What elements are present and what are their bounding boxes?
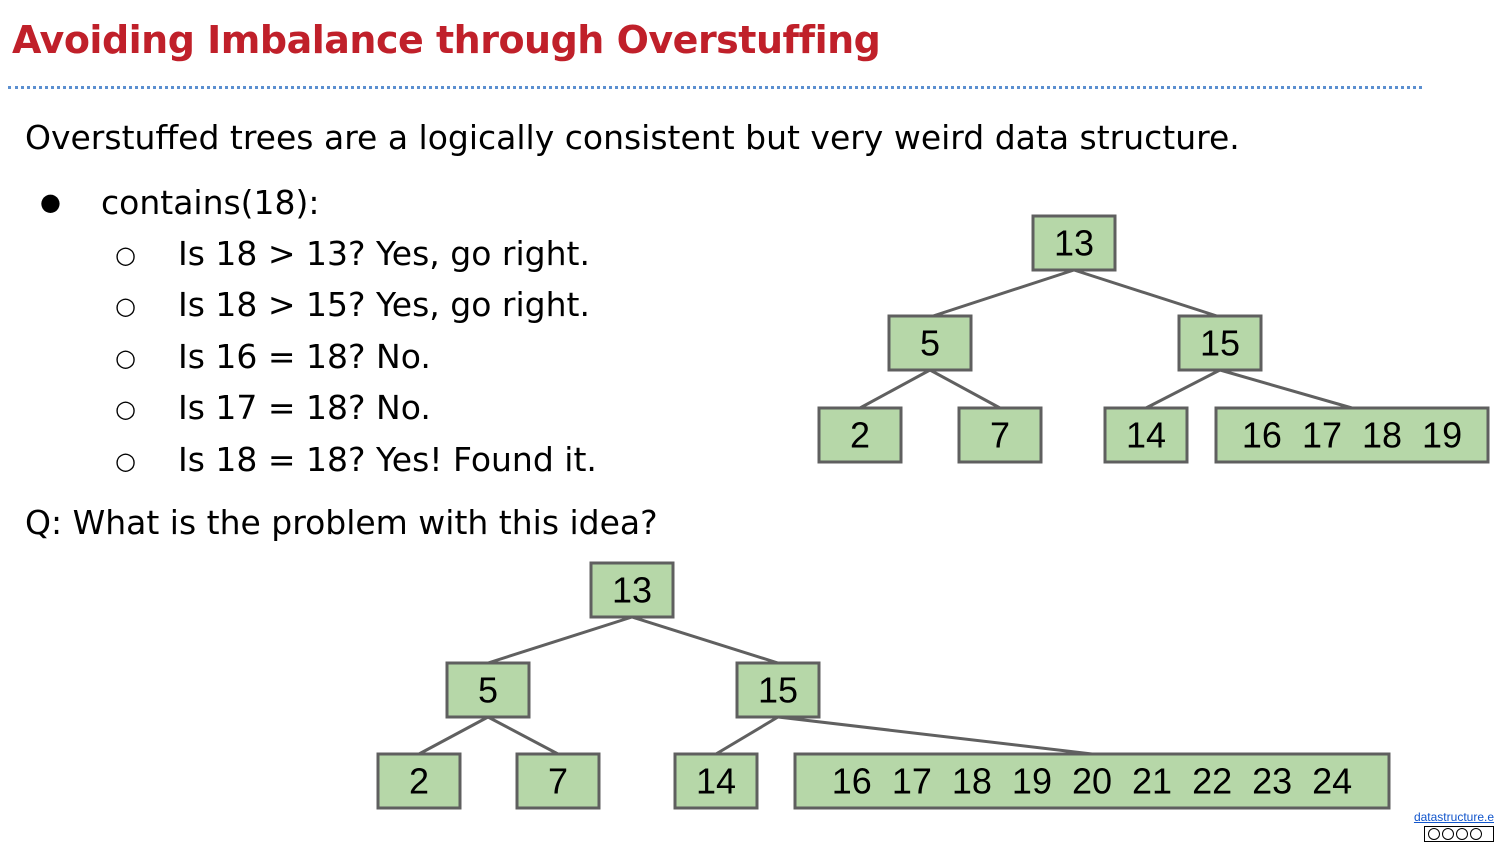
- node-label: 5: [920, 323, 940, 364]
- tree-node-right: 15: [735, 661, 821, 719]
- tree-node-left: 5: [887, 314, 973, 372]
- sub-bullet: ○: [115, 395, 136, 423]
- tree-leaf: 2: [376, 752, 462, 810]
- node-label: 16 17 18 19: [1242, 415, 1462, 456]
- bullet-contains: contains(18):: [101, 183, 320, 222]
- tree-leaf: 2: [817, 406, 903, 464]
- step-3: Is 16 = 18? No.: [178, 337, 431, 376]
- node-label: 7: [548, 761, 568, 802]
- node-label: 14: [1126, 415, 1166, 456]
- node-label: 5: [478, 670, 498, 711]
- node-label: 14: [696, 761, 736, 802]
- cc-circle-icon: [1428, 828, 1440, 840]
- edge: [418, 715, 489, 756]
- tree-node-root: 13: [1031, 214, 1117, 272]
- nc-circle-icon: [1456, 828, 1468, 840]
- step-5: Is 18 = 18? Yes! Found it.: [178, 440, 597, 479]
- bullet-dot: ●: [40, 188, 61, 216]
- node-label: 15: [1200, 323, 1240, 364]
- edge: [777, 715, 1093, 756]
- tree-leaf: 14: [1103, 406, 1189, 464]
- tree-node-left: 5: [445, 661, 531, 719]
- tree-node-right: 15: [1177, 314, 1263, 372]
- edge: [1073, 268, 1221, 319]
- by-circle-icon: [1442, 828, 1454, 840]
- node-label: 2: [850, 415, 870, 456]
- step-1: Is 18 > 13? Yes, go right.: [178, 234, 590, 273]
- node-label: 13: [612, 570, 652, 611]
- sub-bullet: ○: [115, 447, 136, 475]
- edge: [631, 615, 779, 665]
- tree-leaf: 7: [515, 752, 601, 810]
- creative-commons-icon: [1424, 826, 1494, 842]
- edge: [1145, 368, 1221, 410]
- question-text: Q: What is the problem with this idea?: [25, 503, 658, 542]
- node-label: 15: [758, 670, 798, 711]
- node-label: 7: [990, 415, 1010, 456]
- edge: [715, 715, 779, 756]
- node-label: 2: [409, 761, 429, 802]
- tree-leaf-overstuffed: 16 17 18 19 20 21 22 23 24: [793, 752, 1391, 810]
- tree-node-root: 13: [589, 561, 675, 619]
- intro-text: Overstuffed trees are a logically consis…: [25, 118, 1240, 157]
- edge: [487, 715, 559, 756]
- tree-leaf: 7: [957, 406, 1043, 464]
- step-2: Is 18 > 15? Yes, go right.: [178, 285, 590, 324]
- step-4: Is 17 = 18? No.: [178, 388, 431, 427]
- sa-circle-icon: [1470, 828, 1482, 840]
- tree-leaf: 14: [673, 752, 759, 810]
- node-label: 13: [1054, 223, 1094, 264]
- title-divider: [8, 86, 1422, 89]
- edge: [487, 615, 633, 665]
- node-label: 16 17 18 19 20 21 22 23 24: [832, 761, 1352, 802]
- sub-bullet: ○: [115, 344, 136, 372]
- sub-bullet: ○: [115, 241, 136, 269]
- slide-title: Avoiding Imbalance through Overstuffing: [12, 18, 881, 62]
- edge: [1219, 368, 1353, 410]
- edge: [929, 268, 1075, 319]
- datastructur-link[interactable]: datastructure.e: [1413, 810, 1494, 824]
- edge: [859, 368, 931, 410]
- sub-bullet: ○: [115, 292, 136, 320]
- edge: [929, 368, 1001, 410]
- tree-leaf-overstuffed: 16 17 18 19: [1214, 406, 1490, 464]
